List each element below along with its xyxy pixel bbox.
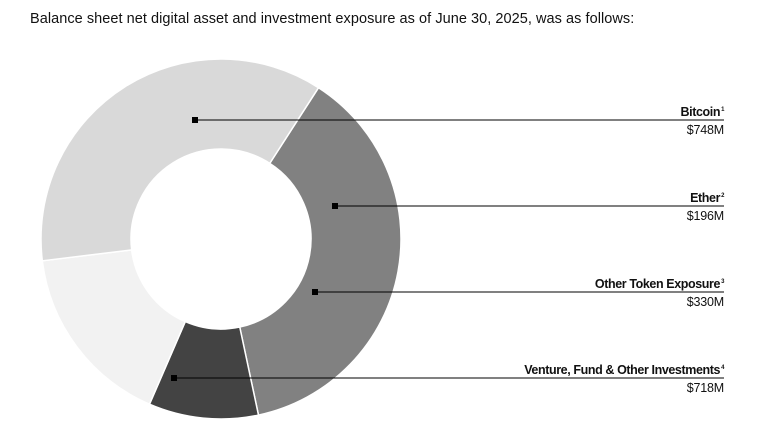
intro-text: Balance sheet net digital asset and inve…: [30, 11, 635, 27]
marker-ether: [332, 203, 338, 209]
label-name-ether: Ether2: [690, 191, 725, 205]
label-name-bitcoin: Bitcoin1: [681, 105, 726, 119]
slice-venture-fund-other-investments: [40, 58, 320, 262]
slice-bitcoin: [238, 86, 402, 416]
marker-other-token-exposure: [312, 289, 318, 295]
label-value-other-token-exposure: $330M: [687, 295, 724, 309]
label-value-bitcoin: $748M: [687, 123, 724, 137]
label-name-other-token-exposure: Other Token Exposure3: [595, 277, 725, 291]
label-name-venture-fund-other-investments: Venture, Fund & Other Investments4: [524, 363, 725, 377]
label-value-ether: $196M: [687, 209, 724, 223]
marker-venture-fund-other-investments: [171, 375, 177, 381]
marker-bitcoin: [192, 117, 198, 123]
label-value-venture-fund-other-investments: $718M: [687, 381, 724, 395]
slice-other-token-exposure: [41, 249, 187, 406]
